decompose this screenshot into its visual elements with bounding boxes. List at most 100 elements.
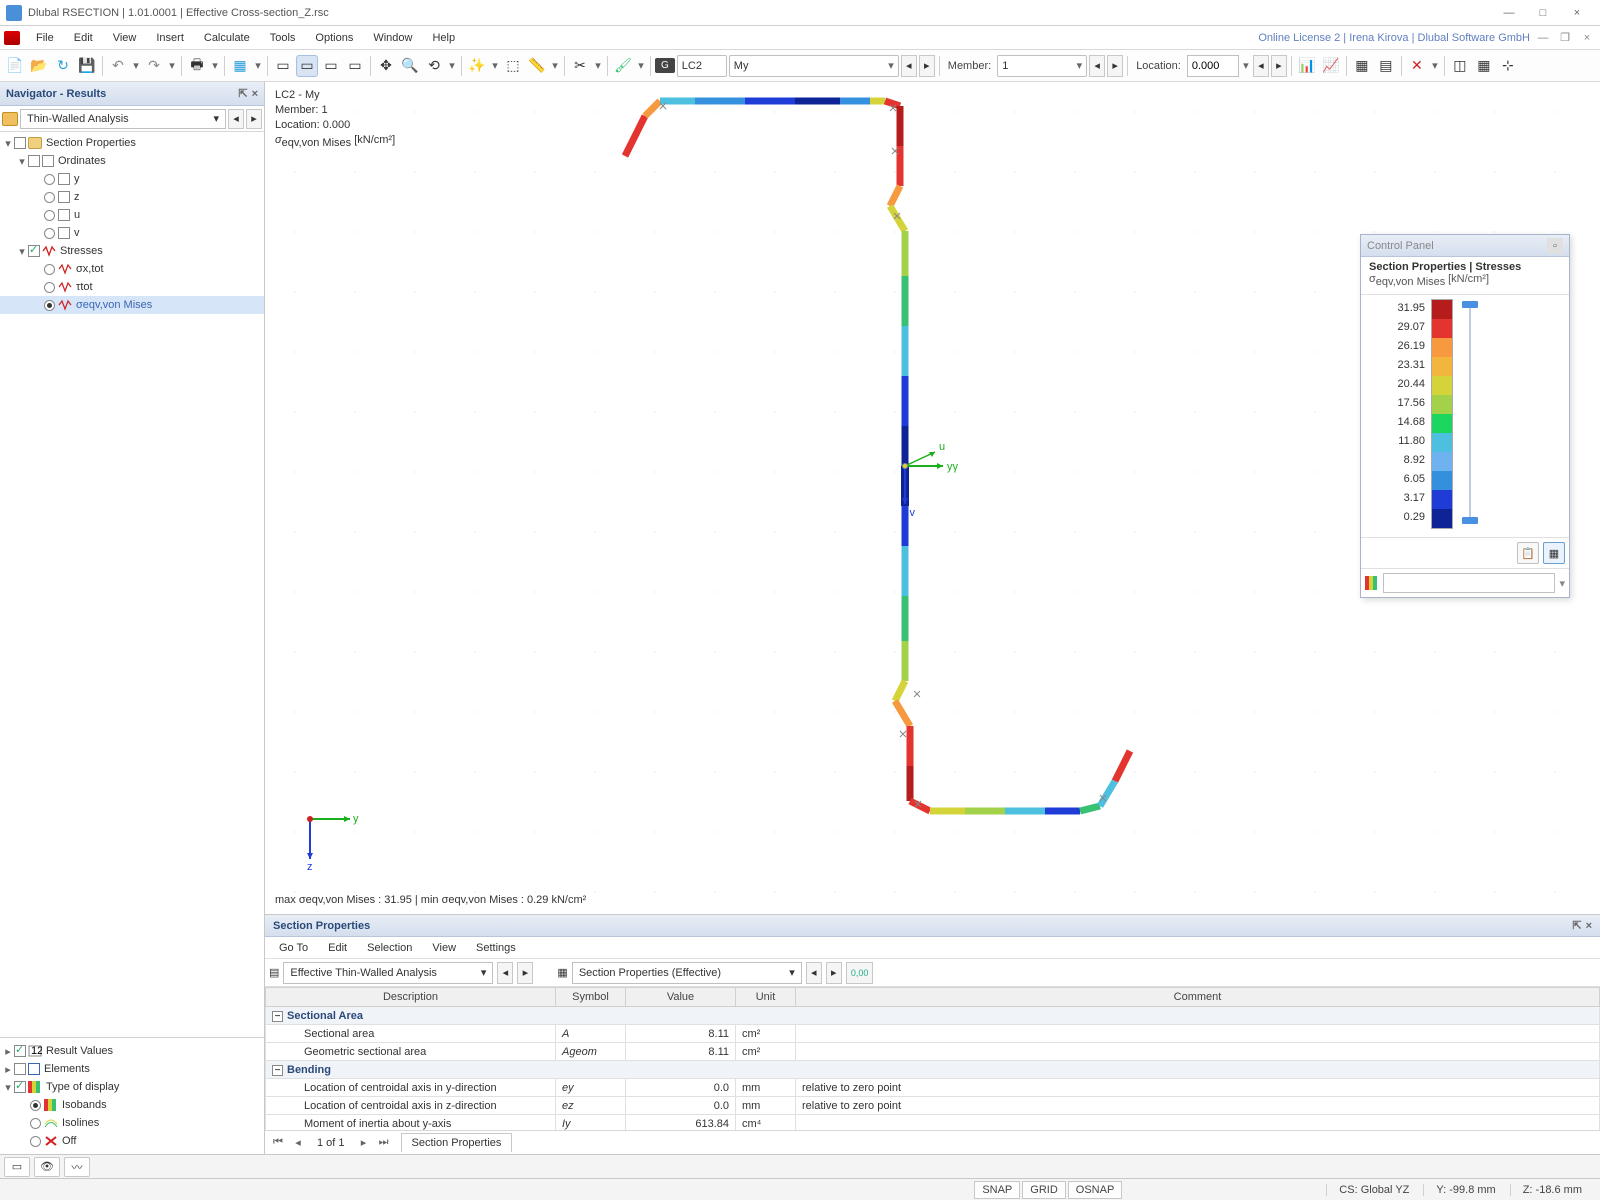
bp-analysis-prev[interactable]: ◂ bbox=[497, 962, 513, 984]
reload-button[interactable]: ↻ bbox=[52, 55, 74, 77]
tree-ordinate-z[interactable]: z bbox=[0, 188, 264, 206]
mdi-restore[interactable]: ❐ bbox=[1556, 31, 1574, 44]
minimize-button[interactable]: — bbox=[1492, 2, 1526, 24]
results-btn2[interactable]: 📈 bbox=[1320, 55, 1342, 77]
delete-dropdown[interactable]: ▾ bbox=[1430, 59, 1440, 72]
tree-result-values[interactable]: ▸ 12 Result Values bbox=[0, 1042, 264, 1060]
render-button[interactable]: 🖌 bbox=[612, 55, 634, 77]
tree-stress-1[interactable]: τtot bbox=[0, 278, 264, 296]
lc-prev[interactable]: ◂ bbox=[901, 55, 917, 77]
bp-analysis-next[interactable]: ▸ bbox=[517, 962, 533, 984]
bp-menu-edit[interactable]: Edit bbox=[318, 940, 357, 956]
menu-file[interactable]: File bbox=[26, 30, 64, 46]
viewmode-2[interactable]: ▭ bbox=[296, 55, 318, 77]
menu-window[interactable]: Window bbox=[363, 30, 422, 46]
work-plane-btn[interactable]: ◫ bbox=[1449, 55, 1471, 77]
rotate-button[interactable]: ⟲ bbox=[423, 55, 445, 77]
menu-options[interactable]: Options bbox=[305, 30, 363, 46]
bp-close[interactable]: × bbox=[1586, 920, 1592, 932]
viewmode-3[interactable]: ▭ bbox=[320, 55, 342, 77]
tree-display-off[interactable]: Off bbox=[0, 1132, 264, 1150]
control-panel-close[interactable]: ▫ bbox=[1547, 238, 1563, 254]
lc-next[interactable]: ▸ bbox=[919, 55, 935, 77]
close-button[interactable]: × bbox=[1560, 2, 1594, 24]
redo-button[interactable]: ↷ bbox=[143, 55, 165, 77]
bp-analysis-select[interactable]: Effective Thin-Walled Analysis▾ bbox=[283, 962, 493, 984]
cp-settings-button[interactable]: ▦ bbox=[1543, 542, 1565, 564]
tree-display-isolines[interactable]: Isolines bbox=[0, 1114, 264, 1132]
loc-next[interactable]: ▸ bbox=[1271, 55, 1287, 77]
bp-last[interactable]: ⏭ bbox=[375, 1134, 393, 1152]
status-osnap[interactable]: OSNAP bbox=[1068, 1181, 1123, 1199]
tree-ordinate-u[interactable]: u bbox=[0, 206, 264, 224]
loc-dropdown[interactable]: ▾ bbox=[1241, 59, 1251, 72]
bp-first[interactable]: ⏮ bbox=[269, 1134, 287, 1152]
tab-plot[interactable]: 〰 bbox=[64, 1157, 90, 1177]
tree-ordinates[interactable]: ▾ Ordinates bbox=[0, 152, 264, 170]
results-btn[interactable]: 📊 bbox=[1296, 55, 1318, 77]
calc-button[interactable]: ▦ bbox=[229, 55, 251, 77]
cp-min-thumb[interactable] bbox=[1462, 517, 1478, 524]
calc-dropdown[interactable]: ▾ bbox=[253, 59, 263, 72]
viewmode-4[interactable]: ▭ bbox=[344, 55, 366, 77]
menu-help[interactable]: Help bbox=[422, 30, 465, 46]
measure-dropdown[interactable]: ▾ bbox=[550, 59, 560, 72]
move-button[interactable]: ✥ bbox=[375, 55, 397, 77]
tree-stress-2[interactable]: σeqv,von Mises bbox=[0, 296, 264, 314]
cp-filter-input[interactable] bbox=[1383, 573, 1555, 593]
bp-pin[interactable]: ⇱ bbox=[1572, 919, 1581, 932]
undo-button[interactable]: ↶ bbox=[107, 55, 129, 77]
tree-stress-0[interactable]: σx,tot bbox=[0, 260, 264, 278]
viewport[interactable]: LC2 - My Member: 1 Location: 0.000 σeqv,… bbox=[265, 82, 1600, 914]
table-group[interactable]: −Bending bbox=[266, 1061, 1600, 1079]
status-grid[interactable]: GRID bbox=[1022, 1181, 1066, 1199]
status-snap[interactable]: SNAP bbox=[974, 1181, 1020, 1199]
clip-dropdown[interactable]: ▾ bbox=[593, 59, 603, 72]
bp-menu-selection[interactable]: Selection bbox=[357, 940, 422, 956]
viewmode-1[interactable]: ▭ bbox=[272, 55, 294, 77]
tree-section-properties[interactable]: ▾ Section Properties bbox=[0, 134, 264, 152]
lc-name-select[interactable]: My▾ bbox=[729, 55, 899, 77]
menu-calculate[interactable]: Calculate bbox=[194, 30, 260, 46]
tree-display-isobands[interactable]: Isobands bbox=[0, 1096, 264, 1114]
bp-menu-view[interactable]: View bbox=[422, 940, 466, 956]
analysis-prev[interactable]: ◂ bbox=[228, 109, 244, 129]
tab-eye[interactable]: 👁 bbox=[34, 1157, 60, 1177]
open-button[interactable]: 📂 bbox=[28, 55, 50, 77]
undo-dropdown[interactable]: ▾ bbox=[131, 59, 141, 72]
filter-btn[interactable]: ▦ bbox=[1351, 55, 1373, 77]
bp-prev[interactable]: ◂ bbox=[289, 1134, 307, 1152]
bp-tab[interactable]: Section Properties bbox=[401, 1133, 513, 1152]
bp-table-next[interactable]: ▸ bbox=[826, 962, 842, 984]
save-button[interactable]: 💾 bbox=[76, 55, 98, 77]
maximize-button[interactable]: □ bbox=[1526, 2, 1560, 24]
redo-dropdown[interactable]: ▾ bbox=[167, 59, 177, 72]
clip-button[interactable]: ✂ bbox=[569, 55, 591, 77]
bp-table-prev[interactable]: ◂ bbox=[806, 962, 822, 984]
bp-menu-go-to[interactable]: Go To bbox=[269, 940, 318, 956]
cp-edit-button[interactable]: 📋 bbox=[1517, 542, 1539, 564]
wand-dropdown[interactable]: ▾ bbox=[490, 59, 500, 72]
delete-x-btn[interactable]: ✕ bbox=[1406, 55, 1428, 77]
render-dropdown[interactable]: ▾ bbox=[636, 59, 646, 72]
member-select[interactable]: 1▾ bbox=[997, 55, 1087, 77]
mdi-minimize[interactable]: — bbox=[1534, 32, 1552, 44]
location-input[interactable] bbox=[1187, 55, 1239, 77]
print-dropdown[interactable]: ▾ bbox=[210, 59, 220, 72]
analysis-next[interactable]: ▸ bbox=[246, 109, 262, 129]
print-button[interactable]: 🖶 bbox=[186, 55, 208, 77]
bp-menu-settings[interactable]: Settings bbox=[466, 940, 526, 956]
measure-button[interactable]: 📏 bbox=[526, 55, 548, 77]
menu-edit[interactable]: Edit bbox=[64, 30, 103, 46]
bp-next[interactable]: ▸ bbox=[355, 1134, 373, 1152]
tree-ordinate-v[interactable]: v bbox=[0, 224, 264, 242]
navigator-close[interactable]: × bbox=[252, 88, 258, 100]
lc-select[interactable]: LC2 bbox=[677, 55, 727, 77]
tree-ordinate-y[interactable]: y bbox=[0, 170, 264, 188]
member-next[interactable]: ▸ bbox=[1107, 55, 1123, 77]
tab-views[interactable]: ▭ bbox=[4, 1157, 30, 1177]
grid-btn[interactable]: ▦ bbox=[1473, 55, 1495, 77]
table-group[interactable]: −Sectional Area bbox=[266, 1007, 1600, 1025]
loc-prev[interactable]: ◂ bbox=[1253, 55, 1269, 77]
analysis-dropdown[interactable]: Thin-Walled Analysis▾ bbox=[20, 109, 226, 129]
